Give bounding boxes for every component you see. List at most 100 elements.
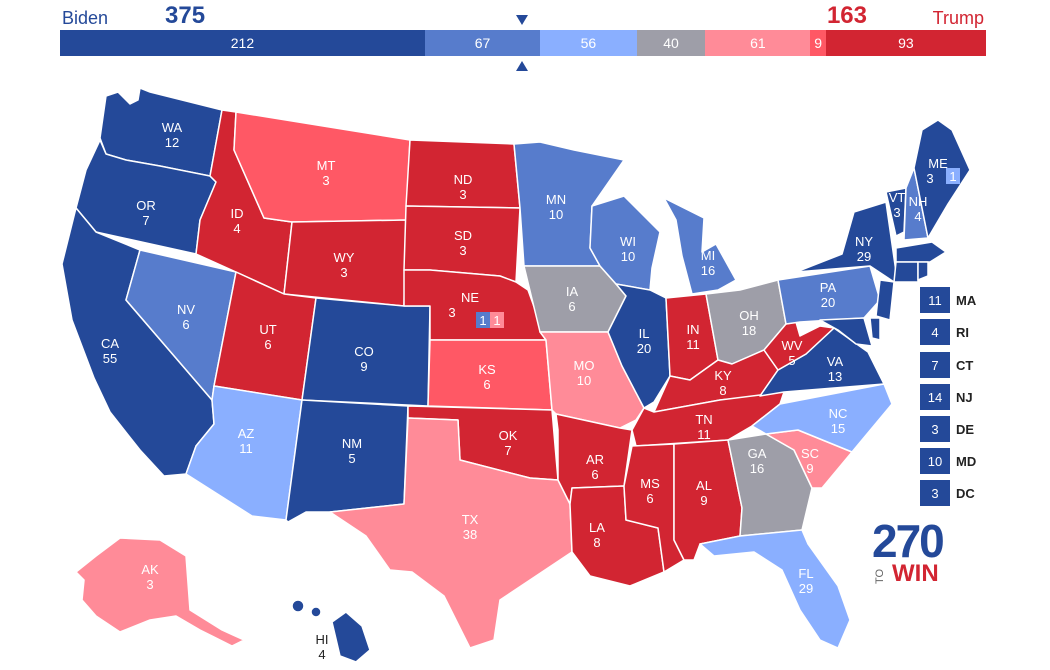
state-abbr-ny: NY — [855, 234, 873, 249]
ne-cd2-box[interactable] — [476, 312, 490, 328]
tally-segment-likely-dem[interactable]: 67 — [424, 30, 541, 56]
state-ev-wa: 12 — [165, 135, 179, 150]
state-abbr-wy: WY — [334, 250, 355, 265]
state-ev-la: 8 — [593, 535, 600, 550]
state-ev-tn: 11 — [697, 427, 711, 442]
state-ev-mo: 10 — [577, 373, 591, 388]
state-ev-wy: 3 — [340, 265, 347, 280]
state-ev-oh: 18 — [742, 323, 756, 338]
state-ev-co: 9 — [360, 359, 367, 374]
logo-number: 270 — [872, 515, 945, 567]
state-ak[interactable] — [75, 537, 245, 647]
state-ev-wv: 5 — [788, 353, 795, 368]
state-abbr-wa: WA — [162, 120, 183, 135]
state-abbr-la: LA — [589, 520, 605, 535]
state-abbr-me: ME — [928, 156, 948, 171]
hawaii-island-1 — [291, 599, 305, 613]
state-abbr-oh: OH — [739, 308, 759, 323]
state-ev-nv: 6 — [182, 317, 189, 332]
state-ev-al: 9 — [700, 493, 707, 508]
electoral-tally-bar: 212 67 56 40 61 9 93 — [60, 30, 986, 56]
majority-marker-top-icon — [516, 15, 528, 25]
hawaii-island-2 — [310, 606, 322, 618]
270towin-logo[interactable]: 270 TO WIN — [872, 515, 946, 586]
state-il[interactable] — [607, 283, 671, 409]
state-abbr-hi: HI — [316, 632, 329, 647]
small-state-ri[interactable]: 4 RI — [920, 319, 969, 345]
state-ev-vt: 3 — [893, 205, 900, 220]
state-ri[interactable] — [917, 261, 929, 281]
state-abbr-co: CO — [354, 344, 374, 359]
state-me[interactable] — [913, 119, 971, 239]
state-abbr-ne: NE — [461, 290, 479, 305]
small-state-abbr: MD — [956, 453, 977, 469]
state-ev-ne: 3 — [448, 305, 455, 320]
state-ev-mi: 16 — [701, 263, 715, 278]
small-state-ev: 4 — [920, 319, 950, 345]
state-ev-ms: 6 — [646, 491, 653, 506]
state-abbr-wv: WV — [782, 338, 803, 353]
state-abbr-id: ID — [231, 206, 244, 221]
small-state-ev: 3 — [920, 480, 950, 506]
small-state-de[interactable]: 3 DE — [920, 416, 974, 442]
small-state-abbr: NJ — [956, 389, 973, 405]
state-ev-va: 13 — [828, 369, 842, 384]
state-abbr-vt: VT — [889, 190, 906, 205]
state-ev-il: 20 — [637, 341, 651, 356]
state-hi[interactable] — [331, 611, 371, 663]
tally-segment-lean-dem[interactable]: 56 — [540, 30, 637, 56]
small-state-ev: 11 — [920, 287, 950, 313]
ne-cd1-label: 1 — [493, 313, 500, 328]
state-ev-pa: 20 — [821, 295, 835, 310]
state-abbr-ca: CA — [101, 336, 119, 351]
state-ma[interactable] — [895, 241, 947, 263]
state-ev-in: 11 — [686, 337, 700, 352]
state-abbr-pa: PA — [820, 280, 837, 295]
state-ev-sd: 3 — [459, 243, 466, 258]
tally-segment-likely-rep[interactable]: 9 — [810, 30, 826, 56]
state-abbr-tn: TN — [695, 412, 712, 427]
state-ev-me: 3 — [926, 171, 933, 186]
state-tx[interactable] — [329, 417, 573, 649]
me-cd2-box[interactable] — [946, 168, 960, 184]
state-mi[interactable] — [663, 197, 737, 295]
state-abbr-in: IN — [687, 322, 700, 337]
tally-segment-safe-dem[interactable]: 212 — [60, 30, 425, 56]
state-ny[interactable] — [795, 201, 897, 283]
state-ev-hi: 4 — [318, 647, 325, 662]
state-ct[interactable] — [893, 261, 919, 283]
small-state-ct[interactable]: 7 CT — [920, 352, 973, 378]
state-nc[interactable] — [751, 383, 893, 453]
state-abbr-az: AZ — [238, 426, 255, 441]
dem-candidate-name: Biden — [62, 8, 109, 28]
state-abbr-al: AL — [696, 478, 712, 493]
state-abbr-ok: OK — [499, 428, 518, 443]
state-nj[interactable] — [875, 279, 895, 321]
state-de[interactable] — [869, 317, 881, 341]
small-state-dc[interactable]: 3 DC — [920, 480, 975, 506]
state-ev-id: 4 — [233, 221, 240, 236]
small-state-abbr: CT — [956, 357, 974, 373]
state-md[interactable] — [819, 317, 873, 347]
state-abbr-ut: UT — [259, 322, 276, 337]
small-state-ev: 10 — [920, 448, 950, 474]
tally-segment-tossup[interactable]: 40 — [636, 30, 706, 56]
ne-cd1-box[interactable] — [490, 312, 504, 328]
tally-segment-lean-rep[interactable]: 61 — [705, 30, 811, 56]
small-state-ma[interactable]: 11 MA — [920, 287, 976, 313]
state-ev-ca: 55 — [103, 351, 117, 366]
small-state-nj[interactable]: 14 NJ — [920, 384, 973, 410]
state-abbr-nm: NM — [342, 436, 362, 451]
state-abbr-fl: FL — [798, 566, 813, 581]
state-abbr-nv: NV — [177, 302, 195, 317]
state-ev-ia: 6 — [568, 299, 575, 314]
state-fl[interactable] — [699, 529, 851, 649]
small-state-abbr: MA — [956, 292, 977, 308]
small-state-md[interactable]: 10 MD — [920, 448, 976, 474]
state-ev-ar: 6 — [591, 467, 598, 482]
tally-segment-safe-rep[interactable]: 93 — [825, 30, 986, 56]
state-nm[interactable] — [285, 399, 409, 523]
small-state-abbr: DC — [956, 485, 975, 501]
state-abbr-mn: MN — [546, 192, 566, 207]
